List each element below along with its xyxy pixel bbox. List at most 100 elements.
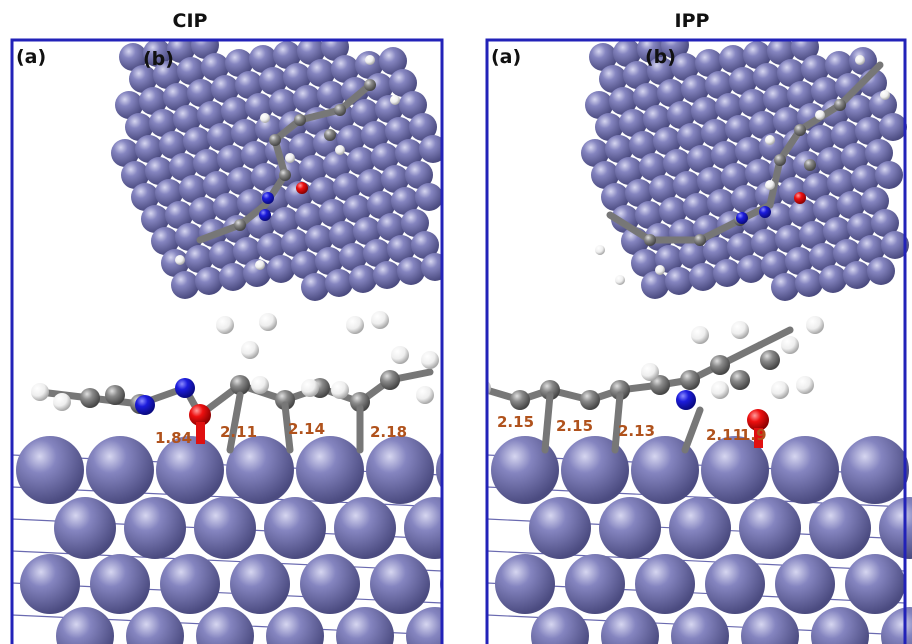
atom [160,554,220,614]
atom [599,497,661,559]
atom [495,554,555,614]
atom [615,275,625,285]
atom [80,388,100,408]
atom [216,316,234,334]
atom [765,180,775,190]
atom [694,234,706,246]
atom [380,370,400,390]
atom [56,607,114,644]
atom [371,311,389,329]
atom [262,192,274,204]
atom [279,169,291,181]
atom [175,378,195,398]
atom [196,607,254,644]
atom [415,183,443,211]
atom [373,261,401,289]
atom [296,436,364,504]
atom [334,497,396,559]
atom [397,257,425,285]
atom [301,379,319,397]
atom [331,381,349,399]
atom [365,55,375,65]
atom [676,390,696,410]
atom [834,99,846,111]
atom [774,154,786,166]
atom [529,497,591,559]
atom [335,145,345,155]
atom [391,346,409,364]
panel-label: (b) [143,48,174,70]
atom [230,554,290,614]
atom [255,260,265,270]
distance-label: 1.9 [740,426,767,444]
atom [325,269,353,297]
atom [226,436,294,504]
atom [705,554,765,614]
atom [219,263,247,291]
atom [795,269,823,297]
atom [105,385,125,405]
atom [234,219,246,231]
atom [635,554,695,614]
atom [641,363,659,381]
atom [285,153,295,163]
atom [737,255,765,283]
atom [845,554,905,614]
atom [730,370,750,390]
atom [809,497,871,559]
atom [765,135,775,145]
atom [879,113,907,141]
atom [370,554,430,614]
distance-label: 2.15 [497,413,534,431]
page: CIP IPP (a) (b) (a) (b) 1.842.112.142.18… [0,0,912,644]
atom [259,209,271,221]
distance-label: 1.84 [155,429,192,447]
atom [759,206,771,218]
atom [390,95,400,105]
atom [16,436,84,504]
atom [510,390,530,410]
atom [171,271,199,299]
bond [685,410,700,450]
atom [595,245,605,255]
atom [711,381,729,399]
atom [175,255,185,265]
atom [531,607,589,644]
atom [20,554,80,614]
distance-label: 2.11 [220,423,257,441]
atom [796,376,814,394]
atom [655,265,665,275]
atom [406,607,464,644]
atom [266,607,324,644]
atom [771,381,789,399]
atom [794,124,806,136]
atom [364,79,376,91]
atom [86,436,154,504]
figure: CIP IPP (a) (b) (a) (b) 1.842.112.142.18… [0,0,912,644]
panel-title: CIP [173,10,208,32]
atom [90,554,150,614]
atom [440,554,500,614]
atom [124,497,186,559]
bond-highlight [196,422,205,444]
atom [644,234,656,246]
panel-ipp-art [473,31,912,644]
atom [349,265,377,293]
atom [855,55,865,65]
atom [135,395,155,415]
distance-label: 2.13 [618,422,655,440]
atom [601,607,659,644]
distance-label: 2.11 [706,426,743,444]
atom [416,386,434,404]
atom [680,370,700,390]
atom [294,114,306,126]
atom [760,350,780,370]
panel-cip-art [12,31,504,644]
atom [260,113,270,123]
atom [264,497,326,559]
atom [346,316,364,334]
atom [804,159,816,171]
atom [31,383,49,401]
atom [301,273,329,301]
atom [843,261,871,289]
